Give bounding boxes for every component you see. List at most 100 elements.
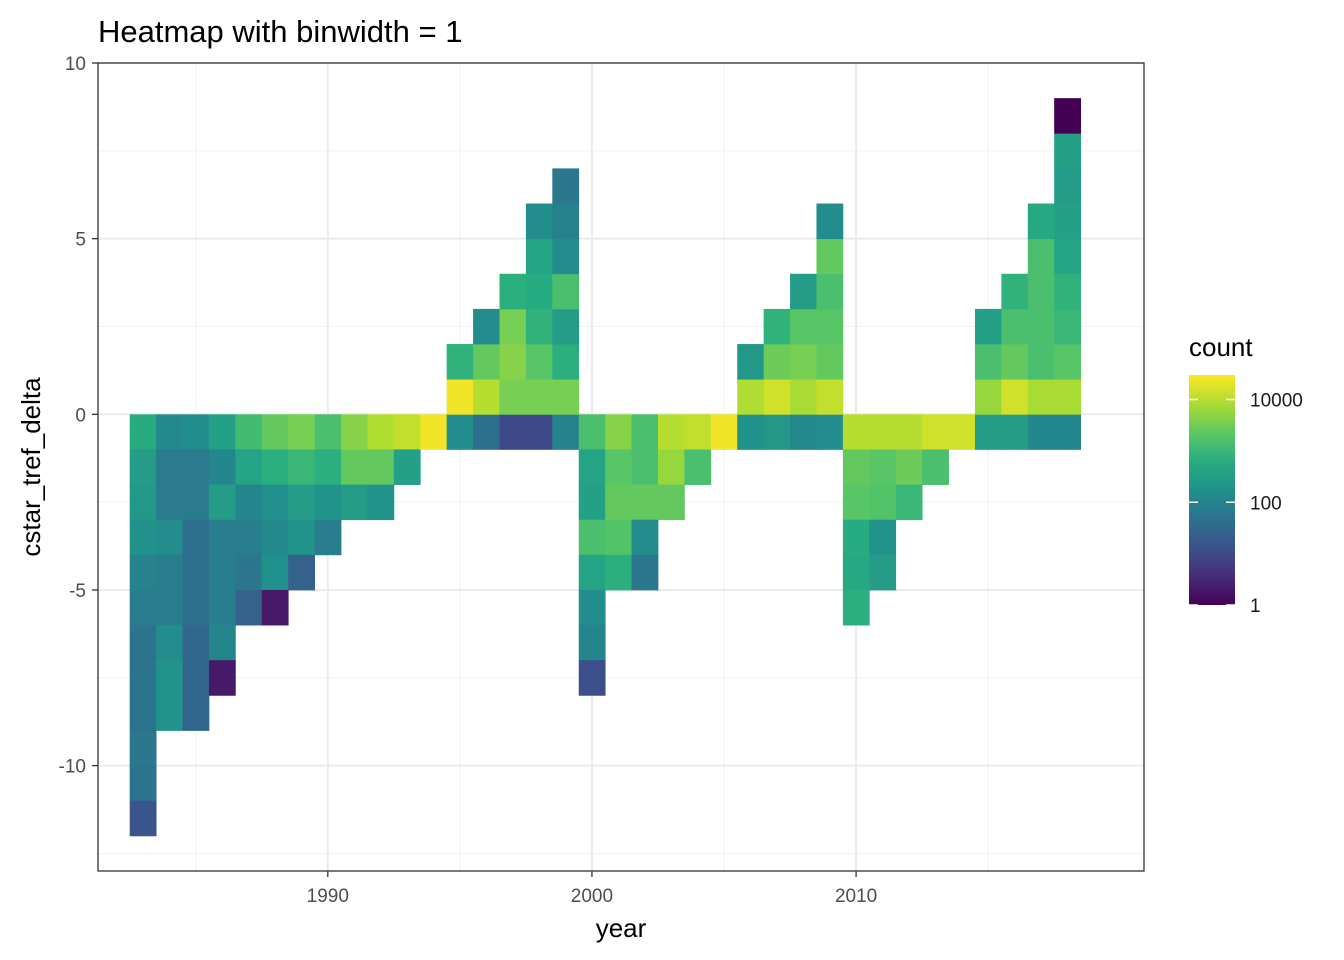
heatmap-cell bbox=[261, 414, 289, 450]
heatmap-cell bbox=[790, 308, 817, 345]
heatmap-cell bbox=[129, 449, 157, 485]
heatmap-cell bbox=[1027, 203, 1055, 240]
heatmap-cell bbox=[182, 484, 210, 521]
heatmap-cell bbox=[631, 484, 659, 521]
heatmap-cell bbox=[525, 379, 553, 415]
heatmap-cell bbox=[1054, 273, 1081, 310]
heatmap-cell bbox=[1054, 308, 1081, 345]
heatmap-cell bbox=[129, 589, 157, 626]
heatmap-cell bbox=[1054, 98, 1081, 134]
heatmap-cell bbox=[182, 589, 210, 626]
heatmap-cell bbox=[525, 414, 553, 450]
heatmap-cell bbox=[261, 519, 289, 556]
heatmap-cell bbox=[261, 484, 289, 521]
heatmap-cell bbox=[156, 449, 183, 485]
heatmap-cell bbox=[763, 344, 791, 380]
heatmap-cell bbox=[816, 344, 844, 380]
heatmap-cell bbox=[261, 554, 289, 591]
heatmap-cell bbox=[341, 484, 368, 521]
heatmap-cell bbox=[1027, 344, 1055, 380]
x-tick-label: 2010 bbox=[835, 886, 877, 907]
heatmap-cell bbox=[473, 414, 500, 450]
heatmap-cell bbox=[235, 554, 263, 591]
heatmap-cell bbox=[578, 484, 606, 521]
heatmap-cell bbox=[156, 589, 183, 626]
heatmap-cell bbox=[208, 625, 236, 661]
legend-ticks: 1 100 10000 bbox=[1189, 391, 1303, 617]
chart-title: Heatmap with binwidth = 1 bbox=[98, 14, 462, 49]
heatmap-cell bbox=[605, 554, 632, 591]
heatmap-cell bbox=[156, 519, 183, 556]
heatmap-cell bbox=[1027, 308, 1055, 345]
heatmap-cell bbox=[182, 414, 210, 450]
heatmap-cell bbox=[156, 414, 183, 450]
y-tick-label: -5 bbox=[69, 581, 86, 602]
heatmap-cell bbox=[974, 379, 1002, 415]
heatmap-cell bbox=[499, 379, 527, 415]
heatmap-cell bbox=[235, 519, 263, 556]
heatmap-cell bbox=[1054, 168, 1081, 204]
heatmap-cell bbox=[631, 519, 659, 556]
heatmap-cell bbox=[314, 484, 342, 521]
heatmap-cell bbox=[473, 308, 500, 345]
heatmap-cell bbox=[895, 484, 923, 521]
heatmap-cell bbox=[129, 660, 157, 696]
heatmap-cell bbox=[578, 414, 606, 450]
heatmap-cell bbox=[842, 589, 870, 626]
heatmap-cell bbox=[129, 730, 157, 767]
heatmap-cell bbox=[790, 344, 817, 380]
heatmap-cell bbox=[208, 484, 236, 521]
y-tick-label: 0 bbox=[75, 405, 86, 426]
heatmap-cells bbox=[129, 98, 1081, 837]
x-tick-label: 2000 bbox=[571, 886, 613, 907]
heatmap-cell bbox=[341, 449, 368, 485]
heatmap-cell bbox=[235, 414, 263, 450]
heatmap-cell bbox=[525, 344, 553, 380]
legend: count 1 100 10000 bbox=[1189, 332, 1303, 617]
heatmap-cell bbox=[578, 519, 606, 556]
heatmap-cell bbox=[1027, 273, 1055, 310]
heatmap-cell bbox=[684, 449, 712, 485]
heatmap-cell bbox=[816, 379, 844, 415]
heatmap-cell bbox=[182, 660, 210, 696]
heatmap-cell bbox=[235, 484, 263, 521]
heatmap-cell bbox=[393, 414, 421, 450]
heatmap-cell bbox=[974, 414, 1002, 450]
heatmap-cell bbox=[208, 589, 236, 626]
heatmap-cell bbox=[737, 344, 765, 380]
heatmap-cell bbox=[235, 449, 263, 485]
heatmap-cell bbox=[156, 484, 183, 521]
heatmap-cell bbox=[842, 414, 870, 450]
heatmap-cell bbox=[922, 414, 949, 450]
heatmap-cell bbox=[631, 554, 659, 591]
heatmap-cell bbox=[1001, 273, 1029, 310]
heatmap-cell bbox=[869, 519, 897, 556]
heatmap-cell bbox=[129, 414, 157, 450]
heatmap-cell bbox=[182, 449, 210, 485]
heatmap-cell bbox=[552, 273, 580, 310]
heatmap-cell bbox=[473, 344, 500, 380]
heatmap-cell bbox=[288, 449, 315, 485]
heatmap-cell bbox=[578, 589, 606, 626]
heatmap-cell bbox=[552, 203, 580, 240]
heatmap-cell bbox=[525, 203, 553, 240]
y-tick-label: 10 bbox=[65, 54, 86, 75]
heatmap-cell bbox=[737, 379, 765, 415]
heatmap-cell bbox=[367, 414, 395, 450]
y-axis: -10 -5 0 5 10 bbox=[59, 54, 98, 778]
heatmap-cell bbox=[156, 660, 183, 696]
heatmap-cell bbox=[129, 765, 157, 802]
heatmap-cell bbox=[1027, 238, 1055, 275]
heatmap-cell bbox=[208, 554, 236, 591]
heatmap-cell bbox=[208, 519, 236, 556]
heatmap-cell bbox=[895, 414, 923, 450]
plot-area bbox=[97, 62, 1145, 872]
heatmap-cell bbox=[446, 344, 474, 380]
heatmap-cell bbox=[974, 308, 1002, 345]
heatmap-cell bbox=[182, 625, 210, 661]
legend-label: 100 bbox=[1250, 493, 1282, 514]
heatmap-cell bbox=[552, 238, 580, 275]
heatmap-cell bbox=[657, 484, 685, 521]
heatmap-cell bbox=[1054, 414, 1081, 450]
